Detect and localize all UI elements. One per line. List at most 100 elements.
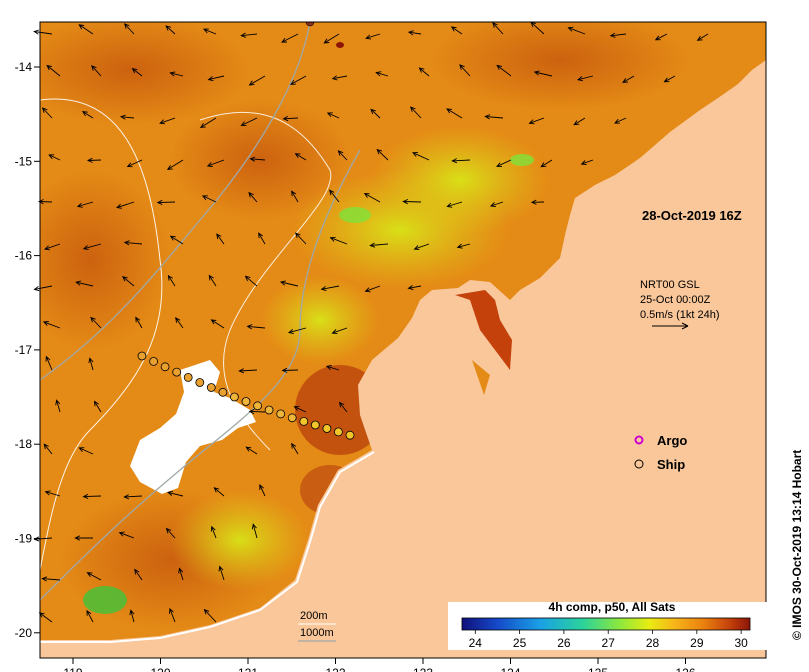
current-arrow xyxy=(320,285,340,292)
colorbar-tick-label: 30 xyxy=(734,636,748,650)
current-arrow xyxy=(48,154,61,161)
current-arrow xyxy=(363,192,381,203)
current-arrow xyxy=(496,159,512,168)
y-tick-label: -16 xyxy=(15,249,33,263)
current-arrow xyxy=(33,536,53,542)
current-arrow xyxy=(169,71,184,77)
current-arrow xyxy=(124,23,135,35)
current-arrow xyxy=(123,240,143,246)
land-mass xyxy=(40,22,766,658)
current-arrow xyxy=(259,484,266,497)
y-tick-label: -20 xyxy=(15,626,33,640)
current-arrow xyxy=(169,607,176,623)
current-arrow xyxy=(44,243,61,251)
scale-arrow-icon xyxy=(652,322,689,330)
current-arrow xyxy=(37,199,53,205)
ship-position-marker xyxy=(195,378,205,387)
current-arrow xyxy=(131,67,143,77)
timestamp-label: 28-Oct-2019 16Z xyxy=(642,208,742,223)
current-arrow xyxy=(365,33,381,40)
current-arrow xyxy=(496,64,512,77)
current-arrow xyxy=(78,24,94,35)
current-arrow xyxy=(199,117,217,128)
current-arrow xyxy=(289,75,307,85)
ship-marker-icon xyxy=(634,459,644,469)
colorbar-tick-label: 26 xyxy=(557,636,571,650)
current-arrow xyxy=(281,367,299,373)
ship-track xyxy=(137,351,355,440)
legend: Argo Ship xyxy=(634,433,687,472)
colorbar-ticks: 24 25 26 27 28 29 30 xyxy=(469,630,748,650)
ship-position-marker xyxy=(287,413,297,423)
current-arrow xyxy=(55,399,61,413)
current-arrow xyxy=(446,108,463,119)
current-arrow xyxy=(402,198,422,205)
x-tick-label: 120 xyxy=(150,666,170,672)
argo-marker-icon xyxy=(634,435,644,445)
ship-position-marker xyxy=(276,409,286,419)
ship-position-marker xyxy=(160,362,170,372)
current-arrow xyxy=(337,150,348,161)
current-arrow xyxy=(238,368,258,374)
current-arrow xyxy=(418,67,430,77)
current-arrow xyxy=(74,535,93,541)
current-arrow xyxy=(325,365,340,371)
current-arrow xyxy=(75,280,94,287)
current-arrow xyxy=(530,199,545,205)
current-arrow xyxy=(33,29,53,35)
current-arrow xyxy=(573,117,586,126)
current-arrow xyxy=(82,243,102,251)
current-arrow xyxy=(251,523,258,539)
current-arrow xyxy=(41,576,61,582)
current-arrow xyxy=(76,201,94,208)
current-arrow xyxy=(166,159,184,170)
current-arrow xyxy=(86,157,102,163)
colorbar-tick-label: 25 xyxy=(513,636,527,650)
current-arrow xyxy=(240,32,258,38)
contour-legend: 200m 1000m xyxy=(298,610,336,642)
current-arrow xyxy=(329,236,348,245)
ship-position-marker xyxy=(206,383,216,392)
current-arrow xyxy=(93,400,102,413)
current-arrow xyxy=(78,447,94,455)
ship-position-marker xyxy=(253,401,263,411)
current-arrow xyxy=(484,114,504,120)
y-tick-label: -17 xyxy=(15,343,33,357)
current-arrow xyxy=(294,232,307,245)
current-arrow xyxy=(156,199,176,206)
current-arrow xyxy=(201,195,217,203)
colorbar-tick-label: 27 xyxy=(602,636,616,650)
x-tick-label: 122 xyxy=(325,666,345,672)
x-tick-label: 126 xyxy=(675,666,695,672)
current-arrow xyxy=(91,65,102,77)
current-arrow xyxy=(123,494,143,500)
current-arrow xyxy=(167,490,184,497)
current-arrow xyxy=(609,32,627,38)
legend-ship-label: Ship xyxy=(657,457,685,472)
current-arrow xyxy=(246,324,266,330)
ship-position-marker xyxy=(345,430,355,440)
current-arrow xyxy=(82,493,102,500)
current-note-line2: 25-Oct 00:00Z xyxy=(640,294,711,306)
current-arrow xyxy=(291,190,299,203)
current-arrow xyxy=(210,525,217,539)
current-arrow xyxy=(218,565,225,581)
credit-text: © IMOS 30-Oct-2019 13:14 Hobart xyxy=(790,450,804,640)
x-tick-label: 119 xyxy=(63,666,82,672)
current-arrow xyxy=(90,316,102,329)
current-arrow xyxy=(258,232,266,245)
ship-position-marker xyxy=(183,372,193,382)
current-arrow xyxy=(165,25,176,35)
current-arrow xyxy=(165,527,176,539)
current-arrow xyxy=(492,22,504,35)
current-arrow xyxy=(622,75,635,83)
current-arrow xyxy=(178,567,184,581)
current-arrow xyxy=(81,111,94,119)
current-arrow xyxy=(118,531,135,539)
ship-position-marker xyxy=(241,397,251,406)
current-arrow xyxy=(169,235,184,245)
current-arrow xyxy=(42,321,61,329)
current-arrow xyxy=(126,159,143,168)
current-arrow xyxy=(41,107,53,119)
current-arrow xyxy=(116,201,135,209)
